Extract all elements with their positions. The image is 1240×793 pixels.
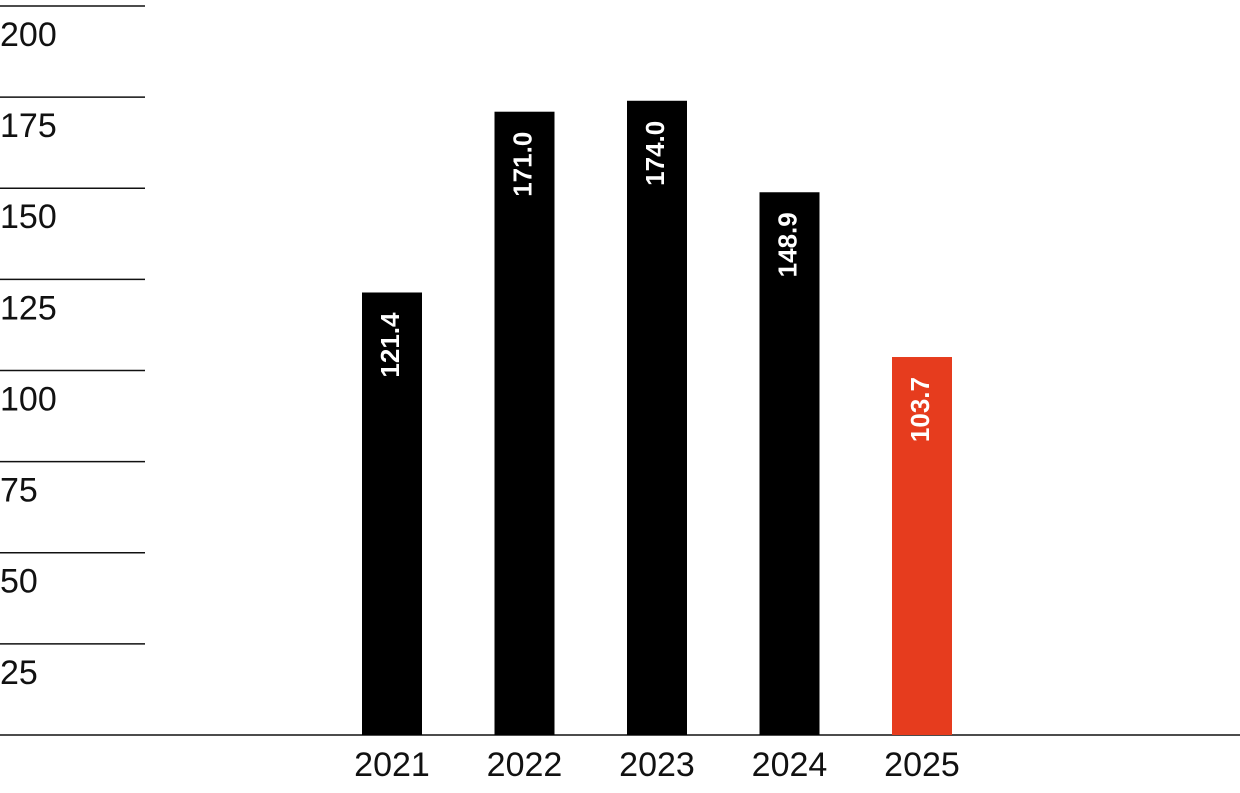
value-label: 103.7 [905,377,935,442]
bar [494,111,555,735]
bar [627,100,687,735]
y-tick-label: 125 [0,289,57,327]
x-tick-label: 2024 [752,746,828,784]
value-label: 121.4 [375,312,405,378]
y-tick-label: 50 [0,563,38,601]
value-label: 148.9 [772,212,802,277]
y-tick-label: 25 [0,654,38,692]
y-tick-label: 100 [0,380,57,418]
x-tick-label: 2025 [884,746,960,784]
y-tick-label: 150 [0,198,57,236]
value-label: 174.0 [640,121,670,186]
bar [759,192,820,735]
x-tick-label: 2022 [487,746,563,784]
x-tick-label: 2021 [354,746,430,784]
x-tick-label: 2023 [619,746,695,784]
value-label: 171.0 [507,132,537,197]
bar [892,357,952,735]
bar [362,292,422,735]
y-tick-label: 200 [0,16,57,54]
y-tick-label: 75 [0,472,38,510]
y-tick-label: 175 [0,107,57,145]
